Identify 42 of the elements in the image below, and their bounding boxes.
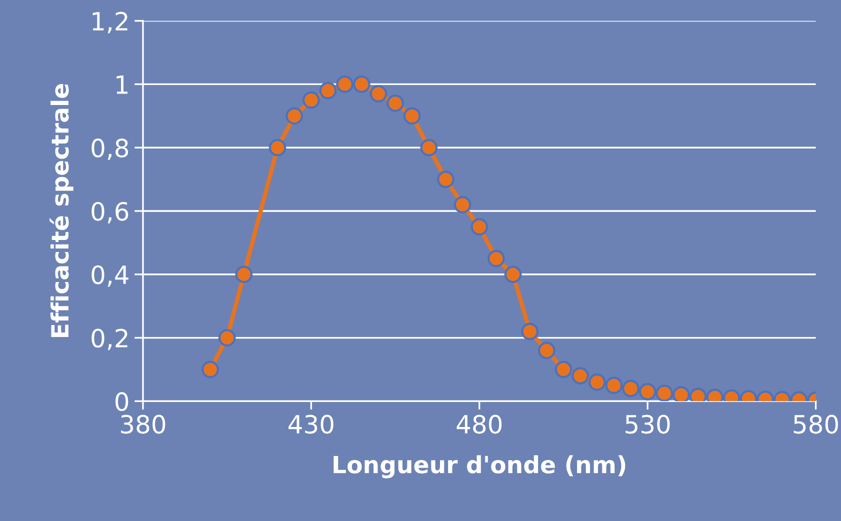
point (572, 367, 589, 384)
y-tick-label: 0,4 (92, 265, 128, 287)
point (302, 91, 320, 109)
point (672, 386, 690, 402)
point (286, 107, 304, 125)
y-tick-label: 0,6 (92, 202, 128, 224)
y-tick-label: 0 (116, 392, 128, 412)
point (622, 380, 640, 398)
point (319, 82, 337, 100)
y-axis-title: Efficacité spectrale (50, 84, 74, 337)
point (470, 218, 488, 236)
x-tick-label: 430 (288, 414, 334, 434)
x-tick-label: 380 (121, 414, 166, 434)
point (605, 376, 623, 394)
point (235, 266, 253, 284)
point (538, 342, 556, 360)
x-tick-label: 480 (456, 414, 502, 434)
point (437, 170, 454, 188)
x-tick-label: 530 (626, 414, 670, 434)
point (638, 382, 656, 400)
point (218, 329, 236, 346)
point (588, 373, 606, 391)
point (656, 384, 674, 402)
point (403, 107, 421, 125)
point (488, 250, 505, 268)
point (352, 76, 370, 93)
point (268, 138, 286, 156)
y-tick-label: 0,2 (92, 328, 128, 350)
y-tick-label: 1,2 (92, 12, 128, 34)
point (370, 85, 388, 102)
x-tick-label: 580 (794, 414, 838, 434)
x-axis-title: Longueur d'onde (nm) (334, 455, 626, 478)
point (454, 196, 472, 214)
point (202, 360, 219, 378)
point (336, 76, 354, 93)
y-tick-label: 1 (116, 76, 128, 94)
point (554, 360, 572, 378)
point (504, 266, 522, 284)
point (420, 138, 438, 156)
point (521, 322, 539, 340)
point (386, 94, 404, 112)
y-tick-label: 0,8 (92, 138, 128, 160)
